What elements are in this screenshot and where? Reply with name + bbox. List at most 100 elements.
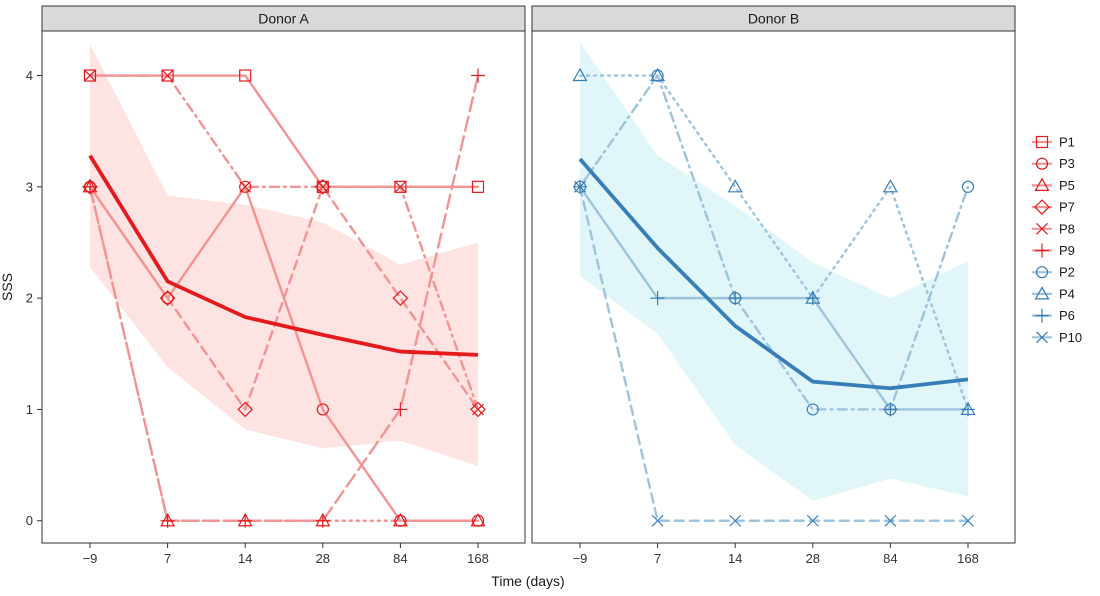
legend-key-circle-icon (1035, 157, 1049, 170)
point-p7 (392, 290, 409, 306)
point-p1 (316, 180, 329, 193)
panel-donor-a: Donor A (41, 5, 526, 544)
point-p3 (239, 180, 252, 193)
x-tick-label: 7 (654, 551, 661, 566)
point-p10 (729, 514, 742, 527)
legend-item-p10: P10 (1032, 330, 1082, 345)
legend-label: P10 (1059, 330, 1082, 345)
point-p6 (805, 291, 820, 306)
point-p3 (161, 292, 174, 305)
point-p4 (572, 67, 588, 82)
trend-line (88, 154, 479, 357)
point-p8 (239, 180, 252, 193)
series-line-p6 (578, 185, 970, 411)
point-p9 (393, 402, 408, 417)
y-axis-title: SSS (0, 273, 15, 301)
panel-a-title: Donor A (258, 11, 309, 27)
point-p10 (884, 514, 897, 527)
point-p3 (316, 403, 329, 416)
legend-item-p2: P2 (1032, 265, 1075, 280)
point-p4 (727, 179, 743, 193)
x-tick-label: 7 (164, 551, 171, 566)
legend-label: P3 (1059, 156, 1075, 171)
legend-item-p9: P9 (1032, 243, 1075, 258)
legend-key-plus-icon (1035, 308, 1049, 323)
panel-donor-b: Donor B (531, 5, 1016, 544)
point-p10 (962, 514, 974, 527)
point-p6 (961, 402, 975, 417)
legend-label: P9 (1059, 243, 1075, 258)
y-axis: 0 1 2 3 4 (26, 68, 42, 528)
point-p10 (806, 514, 819, 527)
x-tick-label: 168 (957, 551, 979, 566)
legend-label: P8 (1059, 221, 1075, 236)
point-p9 (315, 513, 330, 528)
legend-item-p8: P8 (1032, 221, 1075, 236)
legend-key-plus-icon (1035, 243, 1049, 258)
point-p1 (83, 69, 97, 82)
panel-b-border (531, 30, 1016, 544)
y-tick-label: 1 (26, 402, 33, 417)
panel-b-strip (531, 5, 1016, 32)
legend-item-p3: P3 (1032, 156, 1075, 171)
series-line-p4 (578, 74, 970, 411)
point-p1 (161, 69, 174, 82)
series-line-p7 (88, 185, 480, 411)
point-p9 (83, 179, 97, 194)
legend-item-p1: P1 (1032, 135, 1075, 150)
legend-label: P5 (1059, 178, 1075, 193)
x-axis-panel-a: −9 7 14 28 84 168 (83, 543, 489, 566)
legend-item-p7: P7 (1032, 199, 1075, 215)
point-p7 (159, 290, 176, 306)
point-p1 (239, 69, 252, 82)
point-p9 (238, 513, 253, 528)
legend-key-square-icon (1035, 135, 1049, 149)
y-tick-label: 4 (26, 68, 33, 83)
point-p6 (650, 291, 665, 306)
series-line-p5 (88, 185, 480, 522)
point-p8 (316, 180, 329, 193)
panel-b-plot-area (572, 42, 976, 527)
trend-line (578, 157, 969, 391)
point-p6 (728, 291, 743, 306)
x-tick-label: 84 (393, 551, 407, 566)
legend-item-p6: P6 (1032, 308, 1075, 323)
x-tick-label: −9 (83, 551, 98, 566)
point-p8 (394, 180, 407, 193)
legend-label: P6 (1059, 308, 1075, 323)
point-p8 (161, 69, 174, 82)
point-p10 (574, 180, 586, 193)
panel-a-strip (41, 5, 526, 32)
confidence-band (90, 44, 478, 467)
x-tick-label: 14 (728, 551, 742, 566)
point-p5 (470, 513, 486, 527)
legend-key-diamond-icon (1034, 199, 1050, 215)
legend: P1 P3 P5 P7 P8 P9 P2 P4 P6 P10 (1032, 135, 1082, 345)
x-tick-label: 14 (238, 551, 252, 566)
point-p4 (650, 67, 666, 82)
x-axis-panel-b: −9 7 14 28 84 168 (573, 543, 979, 566)
point-p1 (471, 180, 485, 193)
legend-item-p5: P5 (1032, 177, 1075, 193)
legend-label: P1 (1059, 135, 1075, 150)
x-axis-title: Time (days) (491, 573, 564, 589)
point-p2 (961, 180, 975, 193)
point-p7 (470, 401, 486, 418)
point-p7 (314, 178, 331, 195)
y-tick-label: 2 (26, 291, 33, 306)
point-p4 (882, 179, 898, 193)
legend-key-x-icon (1036, 222, 1048, 235)
legend-label: P2 (1059, 265, 1075, 280)
x-tick-label: −9 (573, 551, 588, 566)
y-tick-label: 0 (26, 513, 33, 528)
x-tick-label: 168 (467, 551, 489, 566)
point-p1 (394, 180, 407, 193)
point-p7 (237, 401, 254, 418)
point-p6 (883, 402, 898, 417)
series-line-p8 (88, 74, 480, 411)
panel-b-title: Donor B (748, 11, 799, 27)
panel-a-border (41, 30, 526, 544)
legend-label: P4 (1059, 286, 1075, 301)
legend-label: P7 (1059, 200, 1075, 215)
